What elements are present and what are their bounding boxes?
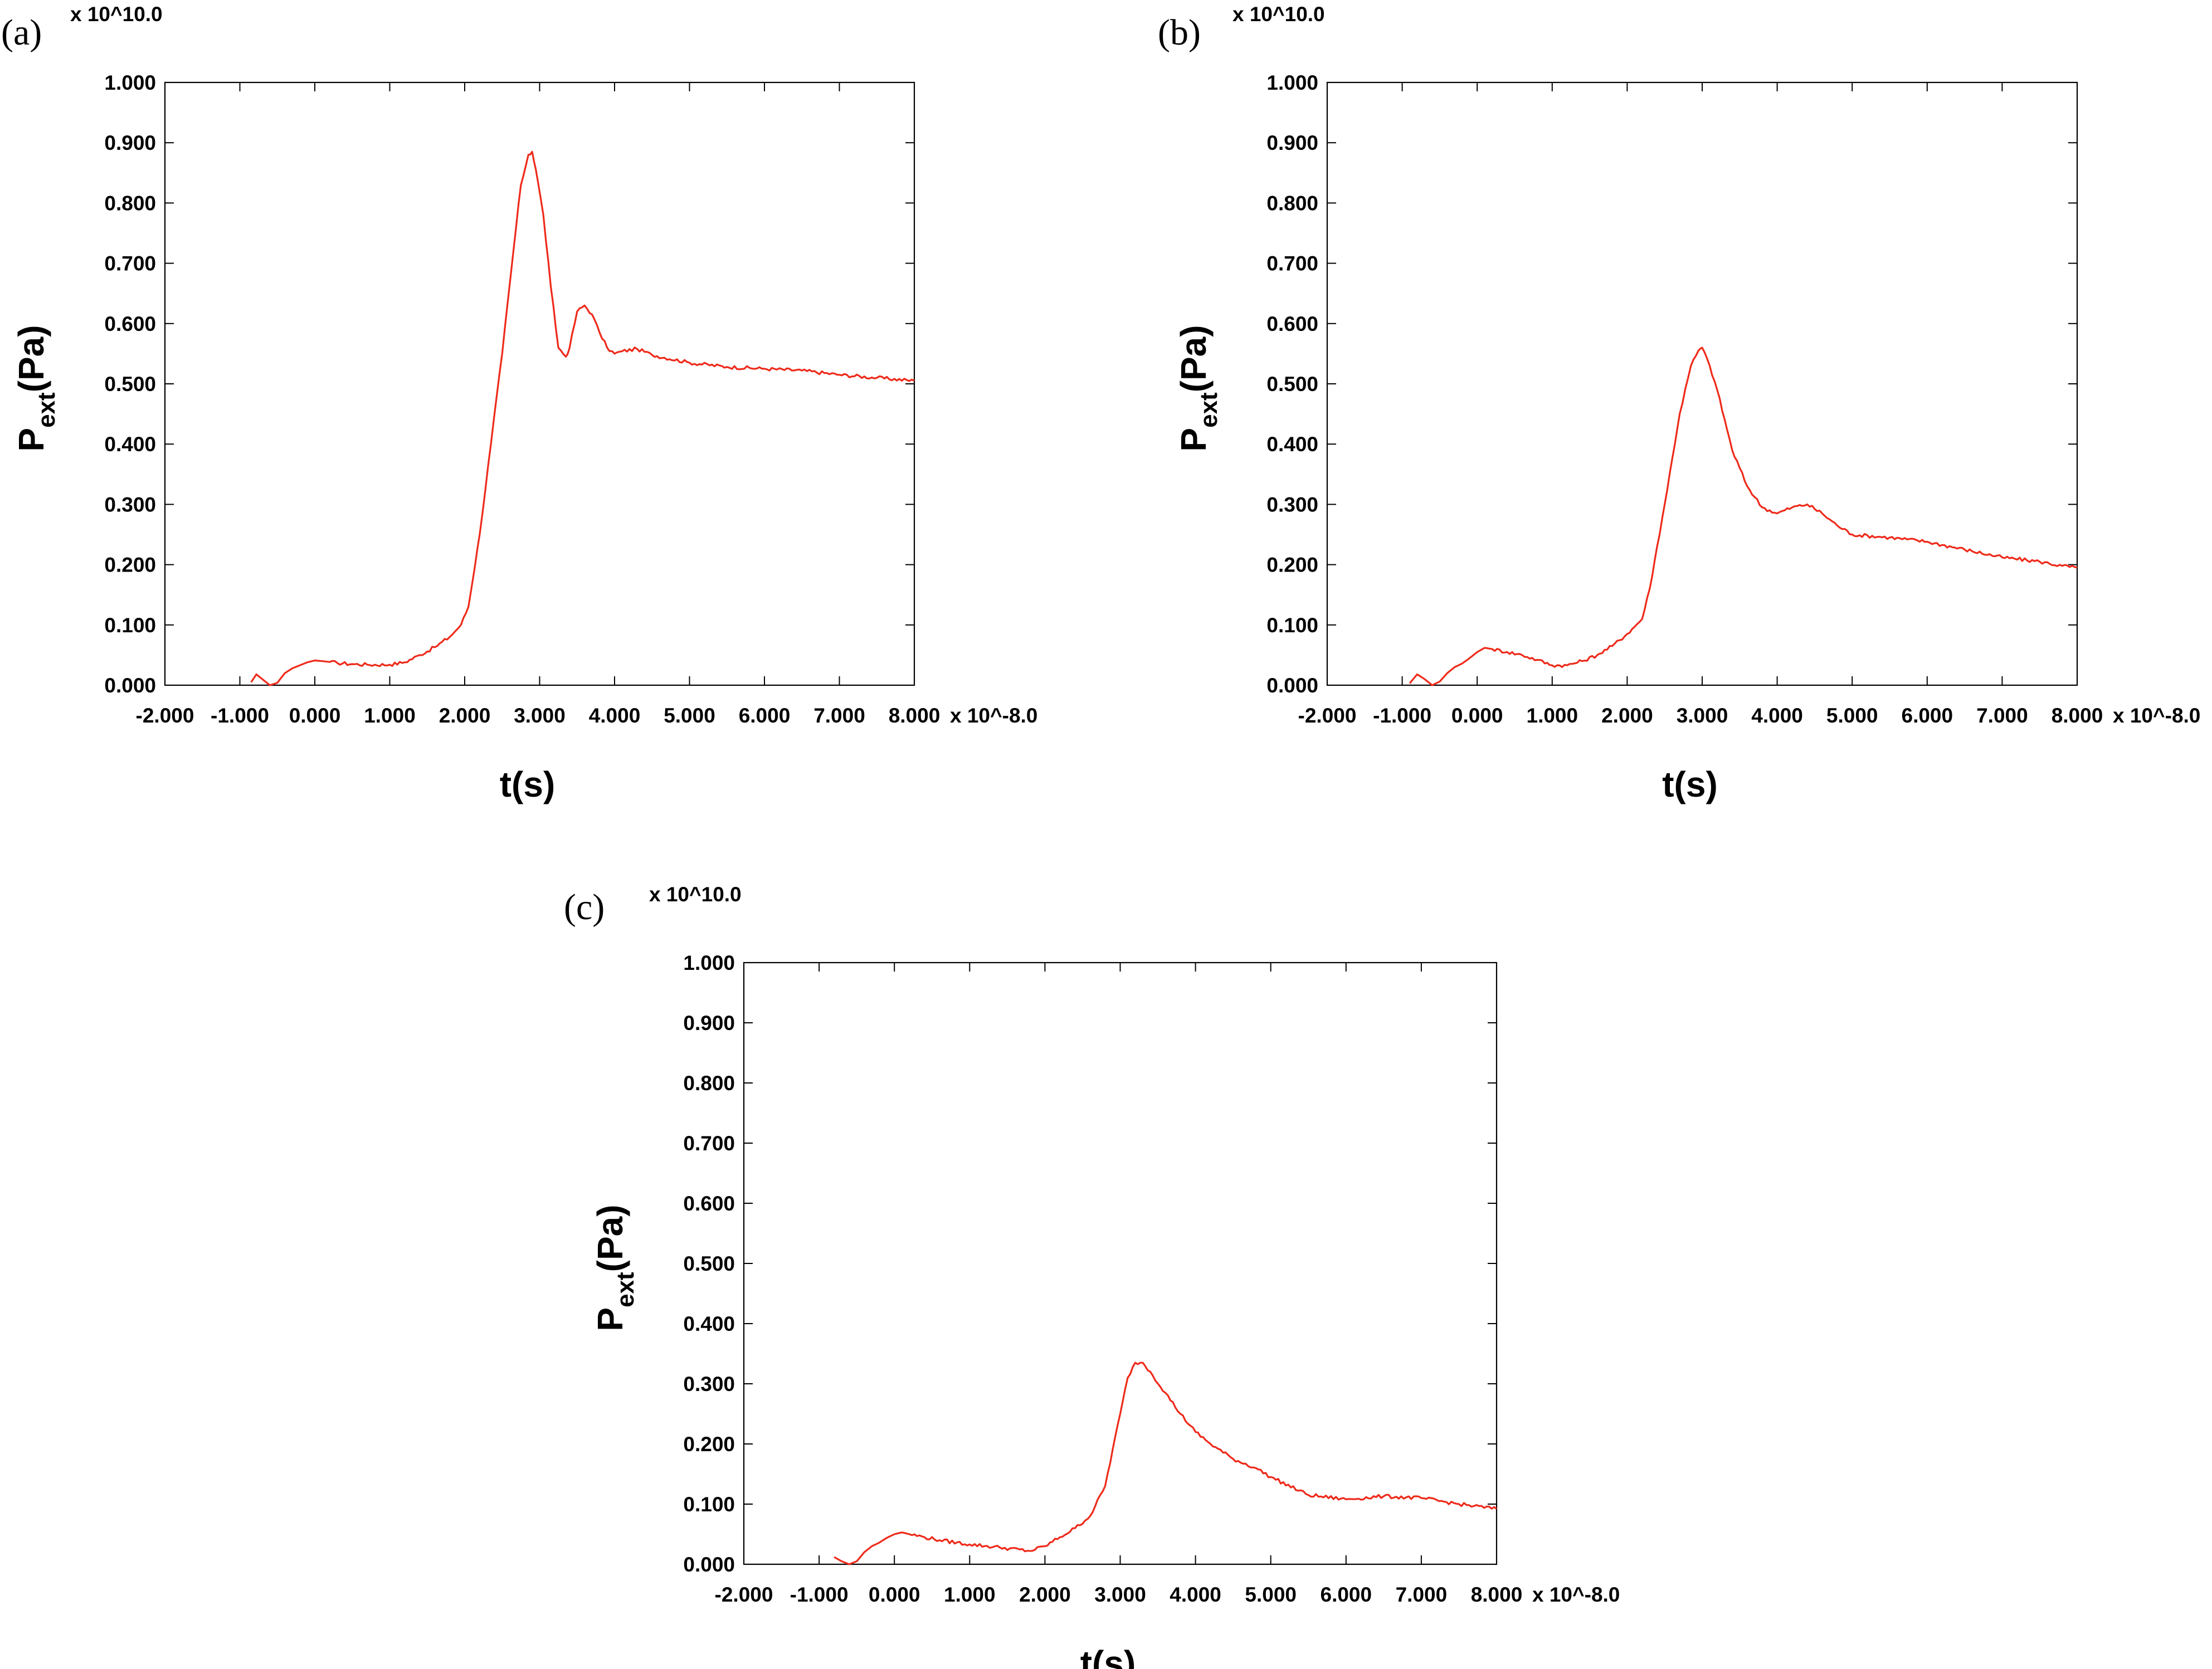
y-tick-label: 1.000: [104, 71, 156, 94]
y-tick-label: 1.000: [683, 951, 735, 974]
y-tick-label: 0.000: [1266, 674, 1318, 697]
x-tick-label: 8.000: [889, 704, 941, 727]
chart-panel: (a) x 10^10.0 0.000 0.100 0.200 0.300 0.400 0.5…: [1, 3, 1037, 804]
y-tick-label: 0.700: [104, 252, 156, 275]
y-axis-title-subscript: ext: [612, 1272, 639, 1307]
x-tick-label: 2.000: [1601, 704, 1653, 727]
x-tick-label: 4.000: [589, 704, 641, 727]
x-tick-label: 6.000: [1902, 704, 1953, 727]
y-tick-label: 0.600: [104, 313, 156, 335]
y-tick-label: 0.000: [683, 1553, 735, 1576]
x-tick-label: 8.000: [2052, 704, 2103, 727]
x-tick-label: 0.000: [1451, 704, 1503, 727]
x-tick-label: 5.000: [664, 704, 715, 727]
y-tick-label: 0.900: [1266, 131, 1318, 154]
y-tick-label: 0.600: [683, 1192, 735, 1215]
x-tick-label: 6.000: [739, 704, 791, 727]
y-axis-title: Pext(Pa): [11, 325, 60, 451]
y-tick-label: 0.100: [104, 614, 156, 637]
y-tick-label: 0.300: [1266, 493, 1318, 516]
x-tick-label: 3.000: [514, 704, 566, 727]
y-multiplier-label: x 10^10.0: [1232, 3, 1325, 26]
x-tick-label: 1.000: [364, 704, 416, 727]
chart-panel: (b) x 10^10.0 0.000 0.100 0.200 0.300 0.400 0.5…: [1158, 3, 2200, 804]
y-tick-label: 0.100: [1266, 614, 1318, 637]
y-tick-label: 0.500: [1266, 373, 1318, 396]
x-tick-label: 5.000: [1826, 704, 1878, 727]
y-tick-label: 0.100: [683, 1493, 735, 1516]
y-tick-label: 0.400: [683, 1312, 735, 1335]
y-multiplier-label: x 10^10.0: [649, 883, 742, 906]
y-multiplier-label: x 10^10.0: [70, 3, 163, 26]
y-tick-label: 0.400: [1266, 433, 1318, 456]
x-tick-label: -1.000: [790, 1583, 849, 1606]
y-tick-label: 0.500: [683, 1252, 735, 1275]
x-tick-label: 1.000: [1527, 704, 1578, 727]
x-tick-label: 7.000: [1396, 1583, 1448, 1606]
x-axis-title: t(s): [1662, 764, 1718, 804]
y-tick-label: 0.200: [683, 1433, 735, 1456]
x-tick-label: 0.000: [289, 704, 341, 727]
x-tick-label: 7.000: [1976, 704, 2028, 727]
x-multiplier-label: x 10^-8.0: [2113, 704, 2200, 727]
x-tick-label: 6.000: [1321, 1583, 1372, 1606]
y-tick-label: 0.700: [683, 1132, 735, 1155]
x-tick-label: 3.000: [1677, 704, 1728, 727]
y-axis-title-unit: (Pa): [590, 1204, 630, 1272]
y-tick-label: 0.900: [104, 131, 156, 154]
x-tick-label: 8.000: [1471, 1583, 1523, 1606]
x-tick-label: 4.000: [1751, 704, 1803, 727]
x-tick-label: -2.000: [715, 1583, 773, 1606]
x-multiplier-label: x 10^-8.0: [1532, 1583, 1620, 1606]
x-tick-label: -2.000: [136, 704, 194, 727]
panel-label: (c): [564, 887, 605, 928]
y-axis-title: Pext(Pa): [590, 1204, 639, 1331]
y-tick-label: 0.200: [1266, 554, 1318, 577]
x-tick-label: 1.000: [944, 1583, 996, 1606]
y-axis-title-main: P: [11, 428, 51, 452]
y-tick-label: 1.000: [1266, 71, 1318, 94]
y-tick-label: 0.600: [1266, 313, 1318, 335]
x-tick-label: 2.000: [439, 704, 491, 727]
y-axis-title-subscript: ext: [33, 392, 60, 428]
y-tick-label: 0.700: [1266, 252, 1318, 275]
y-tick-label: 0.800: [1266, 192, 1318, 214]
y-tick-label: 0.300: [683, 1373, 735, 1395]
y-tick-label: 0.300: [104, 493, 156, 516]
x-tick-label: 7.000: [813, 704, 865, 727]
chart-panels: (a) x 10^10.0 0.000 0.100 0.200 0.300 0.400 0.5…: [1, 3, 2200, 1669]
y-tick-label: 0.400: [104, 433, 156, 456]
series-line: [834, 1361, 1497, 1565]
series-line: [1409, 347, 2078, 686]
x-tick-label: -1.000: [1373, 704, 1431, 727]
y-tick-label: 0.200: [104, 554, 156, 577]
x-tick-label: 5.000: [1245, 1583, 1297, 1606]
series-line: [250, 150, 915, 686]
x-axis-title: t(s): [500, 764, 556, 804]
x-axis-title: t(s): [1080, 1643, 1136, 1669]
y-axis-title-main: P: [590, 1307, 630, 1331]
x-tick-label: 4.000: [1170, 1583, 1221, 1606]
x-multiplier-label: x 10^-8.0: [950, 704, 1037, 727]
panel-label: (b): [1158, 12, 1201, 53]
x-tick-label: 3.000: [1094, 1583, 1146, 1606]
y-tick-label: 0.800: [683, 1072, 735, 1095]
x-tick-label: -1.000: [211, 704, 269, 727]
y-axis-title: Pext(Pa): [1173, 325, 1222, 451]
y-tick-label: 0.000: [104, 674, 156, 697]
y-tick-label: 0.900: [683, 1012, 735, 1034]
x-tick-label: 2.000: [1019, 1583, 1071, 1606]
chart-panel: (c) x 10^10.0 0.000 0.100 0.200 0.300 0.400 0.5…: [564, 883, 1620, 1669]
y-tick-label: 0.500: [104, 373, 156, 396]
panel-label: (a): [1, 12, 42, 53]
y-axis-title-subscript: ext: [1195, 392, 1222, 428]
y-tick-label: 0.800: [104, 192, 156, 214]
y-axis-title-main: P: [1173, 428, 1214, 452]
x-tick-label: -2.000: [1298, 704, 1357, 727]
y-axis-title-unit: (Pa): [11, 325, 51, 392]
x-tick-label: 0.000: [869, 1583, 920, 1606]
y-axis-title-unit: (Pa): [1173, 325, 1214, 392]
